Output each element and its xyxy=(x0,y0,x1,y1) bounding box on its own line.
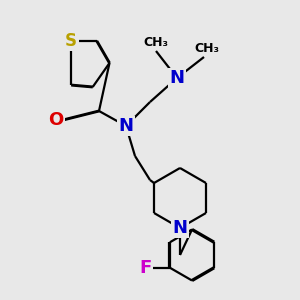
Text: F: F xyxy=(140,259,152,277)
Text: O: O xyxy=(48,111,63,129)
Text: CH₃: CH₃ xyxy=(143,36,169,49)
Text: S: S xyxy=(65,32,77,50)
Text: N: N xyxy=(169,69,184,87)
Text: N: N xyxy=(118,117,134,135)
Text: N: N xyxy=(172,219,188,237)
Text: CH₃: CH₃ xyxy=(194,42,220,55)
